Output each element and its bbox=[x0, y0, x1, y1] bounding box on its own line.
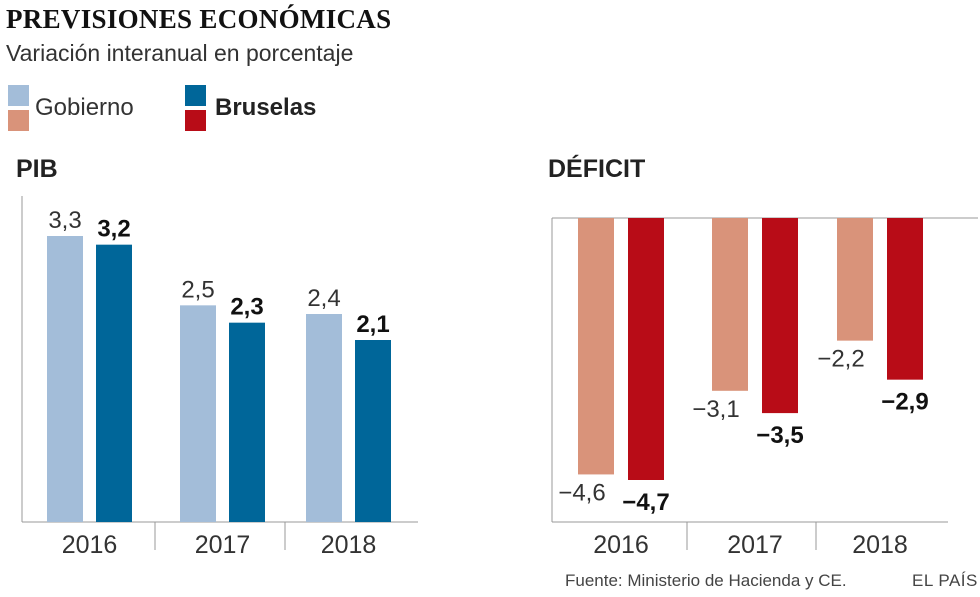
legend-label-gobierno: Gobierno bbox=[35, 94, 134, 121]
legend-swatch-gobierno-pib bbox=[8, 85, 29, 106]
chart-title: PREVISIONES ECONÓMICAS bbox=[6, 4, 392, 34]
source-note: Fuente: Ministerio de Hacienda y CE. bbox=[565, 571, 847, 590]
data-label-pib-gobierno-2016: 3,3 bbox=[48, 207, 81, 234]
x-tick-label-pib-2017: 2017 bbox=[195, 531, 251, 559]
data-label-deficit-gobierno-2016: −4,6 bbox=[558, 479, 605, 506]
x-tick-label-deficit-2017: 2017 bbox=[727, 531, 783, 559]
data-label-pib-bruselas-2018: 2,1 bbox=[356, 311, 389, 338]
legend-label-bruselas: Bruselas bbox=[215, 94, 317, 121]
legend-swatch-bruselas-deficit bbox=[185, 110, 206, 131]
legend-swatch-bruselas-pib bbox=[185, 85, 206, 106]
panel-title-pib: PIB bbox=[16, 155, 58, 183]
bar-pib-bruselas-2018 bbox=[355, 340, 391, 522]
data-label-deficit-bruselas-2018: −2,9 bbox=[881, 389, 928, 416]
x-tick-label-pib-2018: 2018 bbox=[321, 531, 377, 559]
data-label-deficit-bruselas-2016: −4,7 bbox=[622, 489, 669, 516]
bar-deficit-gobierno-2016 bbox=[578, 218, 614, 475]
x-tick-label-pib-2016: 2016 bbox=[62, 531, 118, 559]
bar-pib-gobierno-2017 bbox=[180, 305, 216, 522]
chart-subtitle: Variación interanual en porcentaje bbox=[6, 40, 354, 66]
data-label-deficit-gobierno-2018: −2,2 bbox=[817, 346, 864, 373]
data-label-pib-bruselas-2016: 3,2 bbox=[97, 216, 130, 243]
panel-title-deficit: DÉFICIT bbox=[548, 155, 646, 183]
x-tick-label-deficit-2016: 2016 bbox=[593, 531, 649, 559]
data-label-pib-gobierno-2017: 2,5 bbox=[181, 276, 214, 303]
bar-pib-bruselas-2017 bbox=[229, 322, 265, 522]
bar-deficit-bruselas-2017 bbox=[762, 218, 798, 414]
x-tick-label-deficit-2018: 2018 bbox=[852, 531, 908, 559]
bar-deficit-bruselas-2018 bbox=[887, 218, 923, 380]
legend-swatch-gobierno-deficit bbox=[8, 110, 29, 131]
data-label-deficit-gobierno-2017: −3,1 bbox=[692, 396, 739, 423]
bar-deficit-bruselas-2016 bbox=[628, 218, 664, 480]
data-label-deficit-bruselas-2017: −3,5 bbox=[756, 422, 803, 449]
bar-deficit-gobierno-2017 bbox=[712, 218, 748, 391]
data-label-pib-gobierno-2018: 2,4 bbox=[307, 285, 340, 312]
data-label-pib-bruselas-2017: 2,3 bbox=[230, 294, 263, 321]
bar-pib-gobierno-2018 bbox=[306, 314, 342, 522]
bar-pib-gobierno-2016 bbox=[47, 236, 83, 522]
bar-deficit-gobierno-2018 bbox=[837, 218, 873, 341]
brand-label: EL PAÍS bbox=[912, 571, 978, 590]
bar-pib-bruselas-2016 bbox=[96, 244, 132, 522]
